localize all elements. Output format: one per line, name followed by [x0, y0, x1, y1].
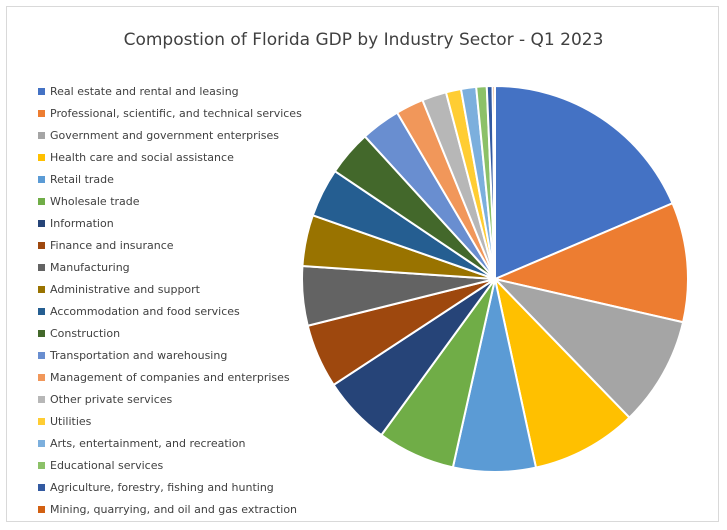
legend-label: Government and government enterprises — [50, 128, 279, 142]
legend-swatch — [38, 197, 45, 205]
legend-item: Professional, scientific, and technical … — [38, 102, 302, 124]
legend-swatch — [38, 241, 45, 249]
legend-item: Wholesale trade — [38, 190, 302, 212]
pie-slice — [494, 278, 631, 469]
legend-item: Educational services — [38, 454, 302, 476]
legend-label: Construction — [50, 326, 121, 340]
pie-slice — [491, 84, 496, 280]
legend-label: Accommodation and food services — [50, 304, 240, 318]
legend-swatch — [38, 285, 45, 293]
legend-swatch — [38, 483, 45, 491]
legend-swatch — [38, 131, 45, 139]
legend-item: Mining, quarrying, and oil and gas extra… — [38, 498, 302, 520]
legend-item: Agriculture, forestry, fishing and hunti… — [38, 476, 302, 498]
legend-label: Administrative and support — [50, 282, 200, 296]
pie-slice — [494, 278, 685, 419]
legend-swatch — [38, 263, 45, 271]
legend-item: Management of companies and enterprises — [38, 366, 302, 388]
legend-item: Real estate and rental and leasing — [38, 80, 302, 102]
legend-item: Finance and insurance — [38, 234, 302, 256]
legend-item: Accommodation and food services — [38, 300, 302, 322]
legend-swatch — [38, 395, 45, 403]
pie-slice — [494, 85, 674, 280]
legend-label: Retail trade — [50, 172, 114, 186]
legend-label: Health care and social assistance — [50, 150, 234, 164]
legend-item: Administrative and support — [38, 278, 302, 300]
legend-swatch — [38, 87, 45, 95]
legend-label: Transportation and warehousing — [50, 348, 228, 362]
legend-item: Arts, entertainment, and recreation — [38, 432, 302, 454]
legend-label: Wholesale trade — [50, 194, 140, 208]
legend-label: Agriculture, forestry, fishing and hunti… — [50, 480, 274, 494]
legend-item: Transportation and warehousing — [38, 344, 302, 366]
legend-label: Finance and insurance — [50, 238, 174, 252]
legend-label: Professional, scientific, and technical … — [50, 106, 302, 120]
legend-item: Utilities — [38, 410, 302, 432]
chart-title: Compostion of Florida GDP by Industry Se… — [123, 30, 604, 50]
legend-swatch — [38, 505, 45, 513]
legend-swatch — [38, 307, 45, 315]
legend-swatch — [38, 109, 45, 117]
legend-item: Other private services — [38, 388, 302, 410]
legend-swatch — [38, 153, 45, 161]
legend-label: Manufacturing — [50, 260, 130, 274]
legend-swatch — [38, 351, 45, 359]
legend-item: Manufacturing — [38, 256, 302, 278]
legend-label: Other private services — [50, 392, 173, 406]
legend-swatch — [38, 417, 45, 425]
legend-swatch — [38, 329, 45, 337]
legend-item: Government and government enterprises — [38, 124, 302, 146]
legend-swatch — [38, 175, 45, 183]
legend-swatch — [38, 439, 45, 447]
legend-label: Management of companies and enterprises — [50, 370, 290, 384]
pie-slice — [494, 202, 690, 324]
legend-item: Retail trade — [38, 168, 302, 190]
legend-label: Information — [50, 216, 114, 230]
legend-swatch — [38, 219, 45, 227]
legend-label: Mining, quarrying, and oil and gas extra… — [50, 502, 298, 516]
legend-label: Real estate and rental and leasing — [50, 84, 239, 98]
legend-swatch — [38, 373, 45, 381]
legend-label: Utilities — [50, 414, 92, 428]
legend-swatch — [38, 461, 45, 469]
legend-label: Arts, entertainment, and recreation — [50, 436, 246, 450]
legend: Real estate and rental and leasing Profes… — [38, 80, 302, 520]
legend-item: Information — [38, 212, 302, 234]
legend-item: Health care and social assistance — [38, 146, 302, 168]
legend-label: Educational services — [50, 458, 164, 472]
legend-item: Construction — [38, 322, 302, 344]
